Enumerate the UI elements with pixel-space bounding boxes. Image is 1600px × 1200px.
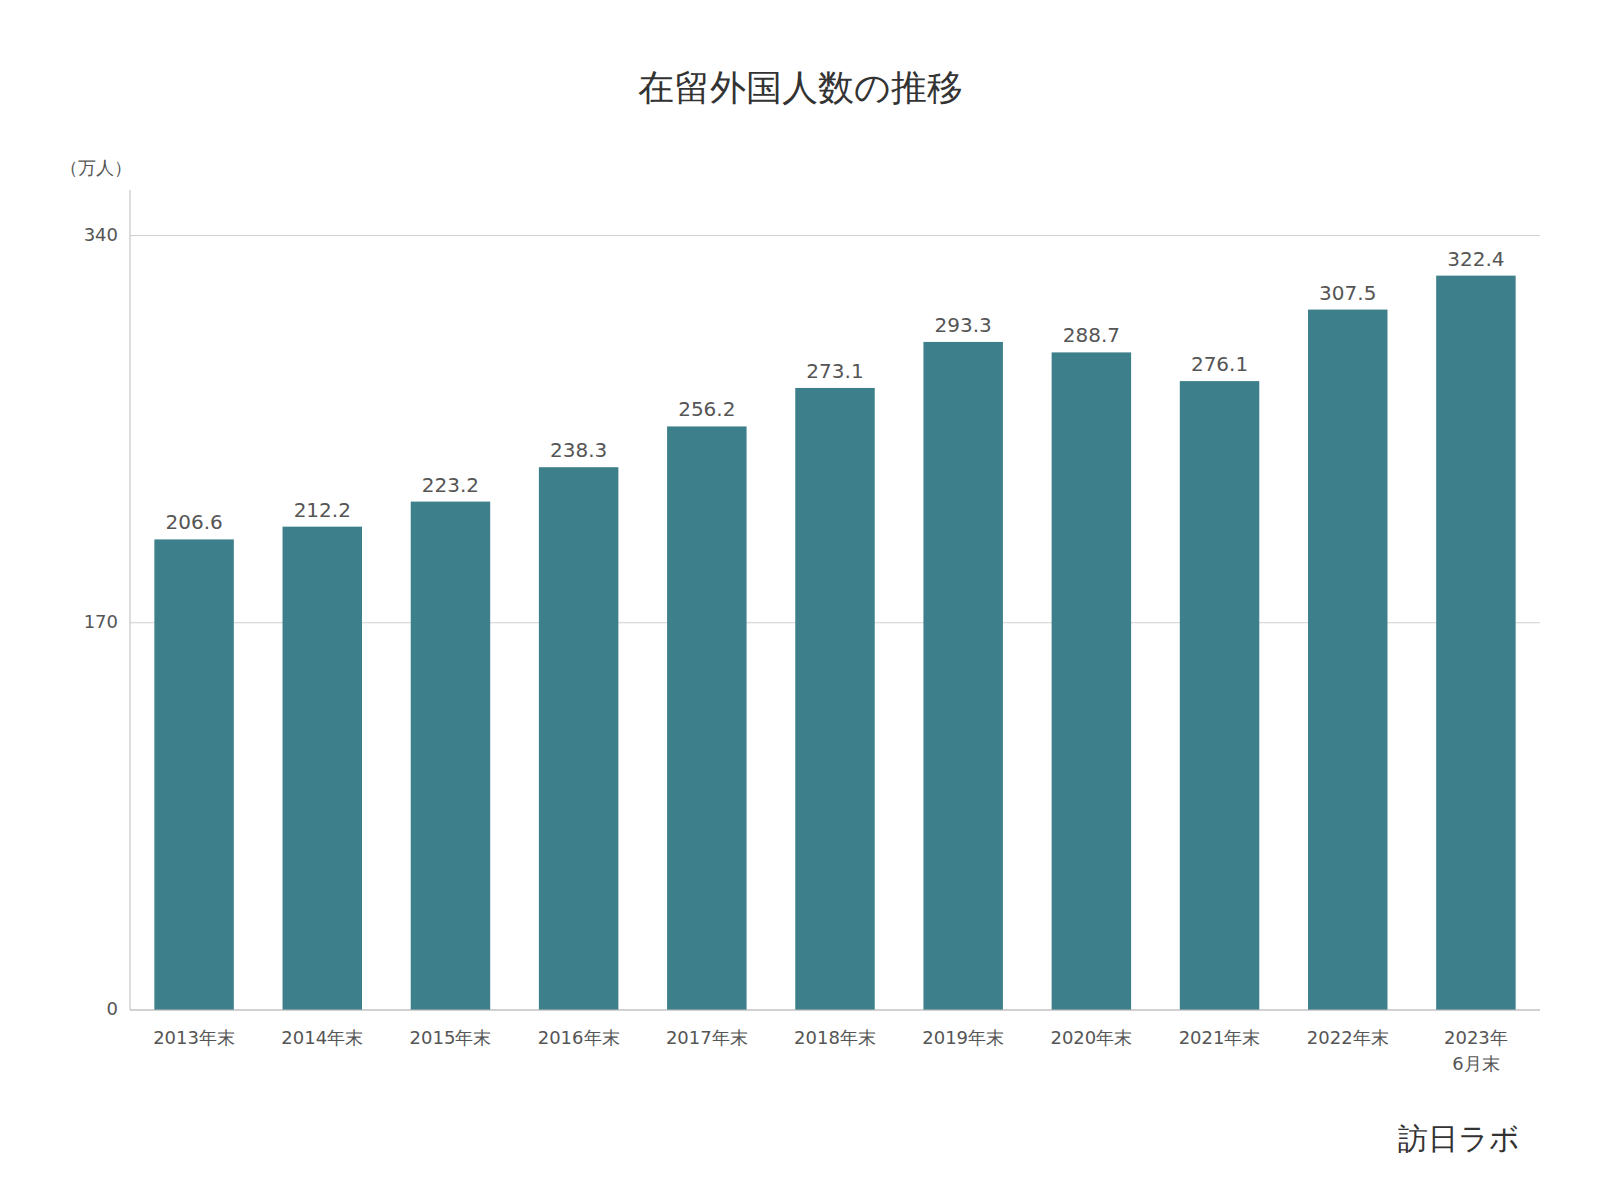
bar <box>1436 276 1515 1010</box>
background <box>0 0 1600 1200</box>
x-tick-label: 2022年末 <box>1307 1027 1389 1048</box>
grid <box>130 236 1540 1010</box>
x-tick-label: 2013年末 <box>153 1027 235 1048</box>
x-axis-line <box>130 1010 1540 1011</box>
bar <box>795 388 874 1010</box>
bar <box>154 539 233 1010</box>
data-label: 273.1 <box>806 359 863 383</box>
title: 在留外国人数の推移 <box>638 67 963 108</box>
bar <box>667 426 746 1010</box>
x-tick-label: 2015年末 <box>410 1027 492 1048</box>
data-label: 256.2 <box>678 397 735 421</box>
x-tick-label: 2018年末 <box>794 1027 876 1048</box>
grid-line <box>130 235 1540 236</box>
data-label: 288.7 <box>1063 323 1120 347</box>
bar <box>923 342 1002 1010</box>
x-tick-label: 2020年末 <box>1050 1027 1132 1048</box>
bar <box>1180 381 1259 1010</box>
data-label: 293.3 <box>935 313 992 337</box>
x-tick-label: 2017年末 <box>666 1027 748 1048</box>
bar <box>1052 352 1131 1010</box>
data-label: 307.5 <box>1319 281 1376 305</box>
bar <box>539 467 618 1010</box>
y-tick-label: 340 <box>84 224 118 245</box>
x-tick-label: 2023年6月末 <box>1444 1027 1508 1074</box>
data-label: 212.2 <box>294 498 351 522</box>
x-tick-label: 2021年末 <box>1179 1027 1261 1048</box>
data-label: 206.6 <box>165 510 222 534</box>
data-label: 276.1 <box>1191 352 1248 376</box>
grid-line <box>130 1010 1540 1011</box>
annotation: 訪日ラボ <box>1398 1121 1520 1156</box>
y-tick-label: 170 <box>84 611 118 632</box>
y-axis-line <box>130 190 131 1010</box>
x-tick-label: 2016年末 <box>538 1027 620 1048</box>
data-label: 322.4 <box>1447 247 1504 271</box>
chart-container: 在留外国人数の推移 （万人） 0 170 340 206.6 212.2 223.2 238.3… <box>0 0 1600 1200</box>
x-tick-label: 2014年末 <box>281 1027 363 1048</box>
bar <box>411 502 490 1010</box>
data-label: 238.3 <box>550 438 607 462</box>
y-unit-label: （万人） <box>60 157 132 178</box>
bar <box>1308 310 1387 1010</box>
y-tick-label: 0 <box>107 998 118 1019</box>
chart-svg: 在留外国人数の推移 （万人） 0 170 340 206.6 212.2 223.2 238.3… <box>0 0 1600 1200</box>
data-label: 223.2 <box>422 473 479 497</box>
x-tick-label: 2019年末 <box>922 1027 1004 1048</box>
bar <box>283 527 362 1010</box>
bars <box>154 276 1515 1010</box>
